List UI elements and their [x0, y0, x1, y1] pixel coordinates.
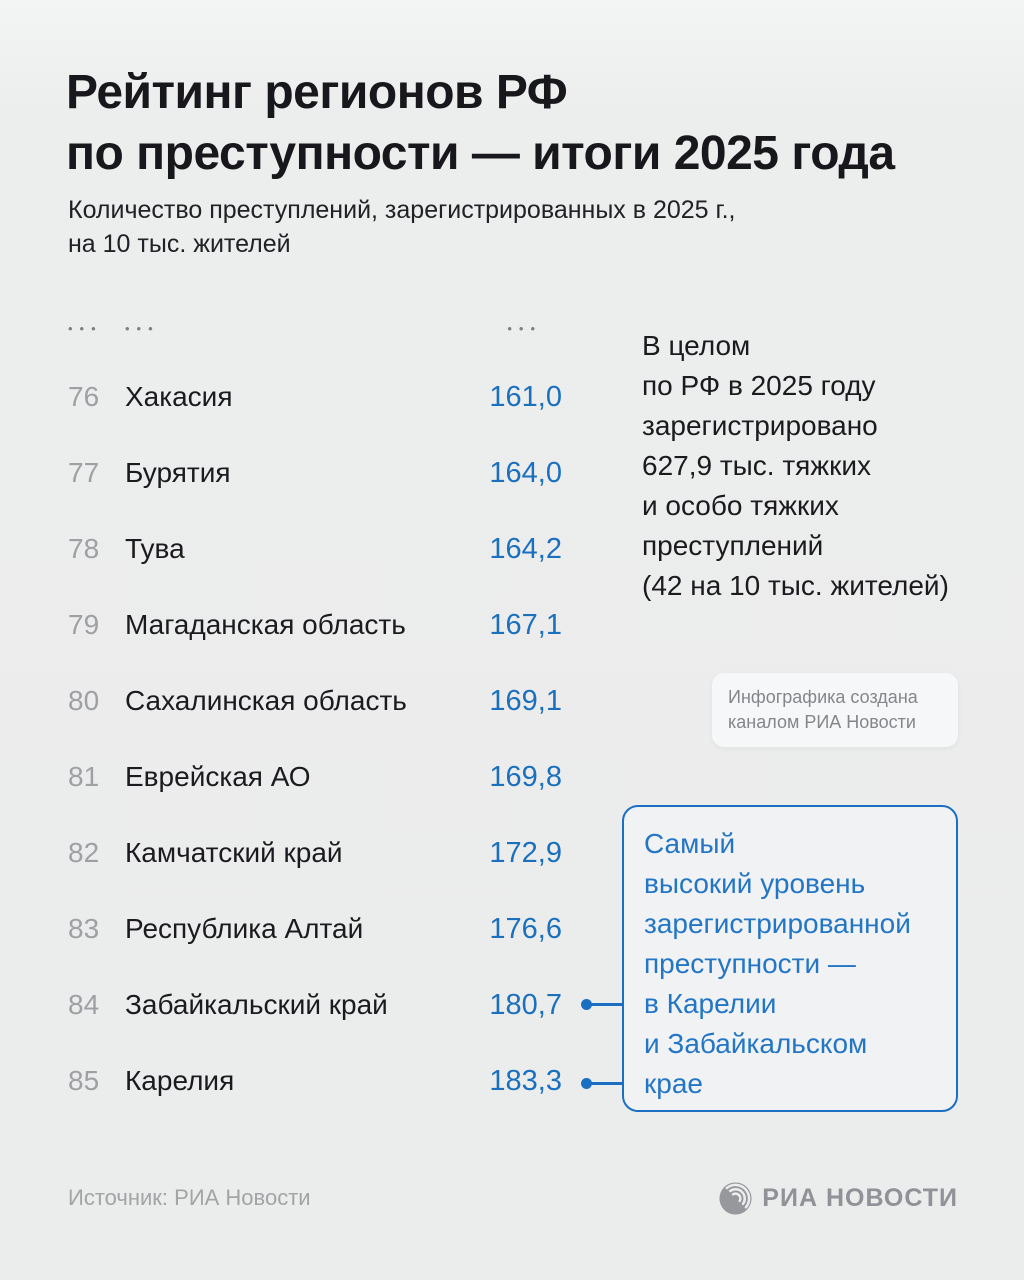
region-name: Хакасия	[125, 381, 233, 412]
highest-crime-callout: Самый высокий уровень зарегистрированной…	[622, 805, 958, 1112]
region-ranking-list: 76 Хакасия 161,0 77 Бурятия 164,0 78 Тув…	[68, 359, 562, 1119]
callout-connector-rank-84	[581, 999, 622, 1010]
region-value: 167,1	[489, 608, 562, 641]
region-value: 176,6	[489, 912, 562, 945]
region-value: 172,9	[489, 836, 562, 869]
rank-ellipsis: •••	[68, 320, 103, 336]
ria-globe-icon	[718, 1181, 753, 1216]
region-value: 164,0	[489, 456, 562, 489]
list-truncation-row: ••• ••• •••	[68, 314, 562, 342]
connector-dot	[581, 999, 592, 1010]
region-rank: 76	[68, 381, 100, 412]
value-ellipsis: •••	[507, 320, 542, 336]
region-value: 161,0	[489, 380, 562, 413]
callout-text: Самый высокий уровень зарегистрированной…	[644, 828, 911, 1099]
region-rank: 80	[68, 685, 100, 716]
region-rank: 78	[68, 533, 100, 564]
region-name: Магаданская область	[125, 609, 406, 640]
page-title: Рейтинг регионов РФ по преступности — ит…	[66, 66, 895, 180]
connector-line	[590, 1082, 622, 1085]
region-name: Бурятия	[125, 457, 231, 488]
table-row: 82 Камчатский край 172,9	[68, 815, 562, 891]
region-value: 169,8	[489, 760, 562, 793]
connector-line	[590, 1003, 622, 1006]
region-name: Сахалинская область	[125, 685, 407, 716]
credit-box: Инфографика создана каналом РИА Новости	[712, 673, 958, 747]
region-rank: 82	[68, 837, 100, 868]
region-name: Еврейская АО	[125, 761, 311, 792]
region-name: Забайкальский край	[125, 989, 388, 1020]
table-row: 83 Республика Алтай 176,6	[68, 891, 562, 967]
table-row: 81 Еврейская АО 169,8	[68, 739, 562, 815]
region-name: Тува	[125, 533, 185, 564]
region-value: 164,2	[489, 532, 562, 565]
region-value: 183,3	[489, 1064, 562, 1097]
region-rank: 85	[68, 1065, 100, 1096]
region-name: Камчатский край	[125, 837, 343, 868]
total-crimes-note: В целом по РФ в 2025 году зарегистрирова…	[642, 330, 949, 601]
region-rank: 83	[68, 913, 100, 944]
ria-logo-text: РИА НОВОСТИ	[762, 1183, 958, 1212]
callout-connector-rank-85	[581, 1078, 622, 1089]
region-rank: 79	[68, 609, 100, 640]
credit-box-text: Инфографика создана каналом РИА Новости	[728, 687, 918, 732]
table-row: 84 Забайкальский край 180,7	[68, 967, 562, 1043]
region-value: 180,7	[489, 988, 562, 1021]
table-row: 79 Магаданская область 167,1	[68, 587, 562, 663]
table-row: 85 Карелия 183,3	[68, 1043, 562, 1119]
table-row: 76 Хакасия 161,0	[68, 359, 562, 435]
region-rank: 84	[68, 989, 100, 1020]
source-label: Источник: РИА Новости	[68, 1185, 311, 1210]
region-name: Карелия	[125, 1065, 235, 1096]
region-rank: 81	[68, 761, 100, 792]
table-row: 80 Сахалинская область 169,1	[68, 663, 562, 739]
region-value: 169,1	[489, 684, 562, 717]
connector-dot	[581, 1078, 592, 1089]
table-row: 78 Тува 164,2	[68, 511, 562, 587]
table-row: 77 Бурятия 164,0	[68, 435, 562, 511]
page-subtitle: Количество преступлений, зарегистрирован…	[68, 196, 736, 258]
ria-novosti-logo: РИА НОВОСТИ	[718, 1180, 958, 1216]
region-rank: 77	[68, 457, 100, 488]
region-ellipsis: •••	[125, 320, 160, 336]
region-name: Республика Алтай	[125, 913, 364, 944]
